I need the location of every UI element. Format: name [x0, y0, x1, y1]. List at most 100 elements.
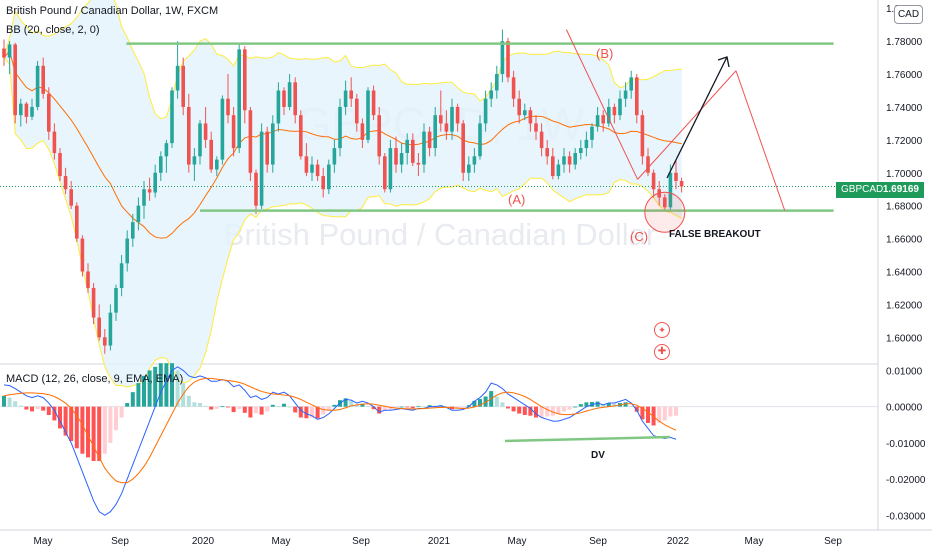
time-tick-label: Sep: [352, 536, 370, 547]
candle-body: [215, 159, 219, 170]
price-tick-label: 1.62000: [886, 300, 923, 311]
candle: [332, 139, 337, 173]
candle-body: [69, 189, 73, 206]
candle-body: [7, 44, 12, 58]
uk-flag-icon[interactable]: ✚: [654, 344, 670, 360]
candle: [539, 123, 544, 157]
candle: [271, 115, 275, 173]
candle-body: [444, 123, 449, 132]
price-tick-label: 1.76000: [886, 70, 923, 81]
watermark-name: British Pound / Canadian Dollar: [224, 217, 657, 252]
label-c: (C): [630, 229, 649, 244]
candle-body: [119, 263, 124, 288]
candle-body: [287, 82, 292, 107]
macd-histogram-bar: [52, 406, 57, 421]
candle: [231, 106, 236, 157]
dv-label: DV: [591, 450, 605, 461]
macd-line: [3, 366, 677, 516]
macd-histogram-bar: [545, 406, 550, 417]
macd-histogram-bar: [198, 403, 202, 407]
macd-indicator-label[interactable]: MACD (12, 26, close, 9, EMA, EMA): [6, 373, 184, 385]
candle: [287, 74, 292, 111]
macd-histogram-bar: [360, 403, 365, 407]
candle: [394, 136, 398, 173]
candle: [276, 82, 281, 132]
candle-body: [528, 110, 533, 124]
candle: [551, 148, 555, 180]
candle-body: [422, 131, 426, 165]
macd-histogram-bar: [13, 401, 18, 407]
candle-body: [461, 123, 465, 173]
candle-body: [366, 90, 370, 140]
macd-histogram-bar: [629, 405, 634, 407]
candle-body: [136, 205, 141, 223]
macd-histogram-bar: [35, 406, 40, 410]
candle: [282, 87, 286, 116]
candle-body: [265, 131, 269, 165]
candle-body: [103, 337, 107, 346]
macd-histogram-bar: [248, 406, 253, 418]
macd-histogram-bar: [427, 405, 432, 407]
macd-histogram-bar: [461, 406, 466, 408]
candle: [523, 103, 527, 121]
macd-histogram-bar: [265, 406, 270, 412]
macd-histogram-bar: [394, 406, 398, 409]
macd-histogram-bar: [326, 406, 331, 411]
candle-body: [170, 90, 174, 144]
candle: [321, 167, 325, 198]
candle-body: [679, 181, 684, 187]
macd-histogram-bar: [640, 406, 645, 420]
time-tick-label: 2022: [667, 536, 690, 547]
candle: [69, 181, 73, 209]
candle-body: [108, 312, 113, 346]
candle: [2, 39, 6, 66]
candle-body: [75, 205, 79, 239]
macd-histogram-bar: [259, 406, 264, 415]
price-tick-label: 1.66000: [886, 235, 923, 246]
canada-flag-icon[interactable]: ✦: [654, 322, 670, 338]
time-tick-label: May: [745, 536, 764, 547]
price-tick-label: 1.78000: [886, 37, 923, 48]
macd-histogram-bar: [321, 406, 326, 415]
currency-badge[interactable]: CAD: [894, 5, 923, 24]
candle: [19, 98, 23, 127]
price-tick-label: 1.64000: [886, 268, 923, 279]
candle-body: [646, 156, 650, 173]
candle: [198, 120, 202, 165]
macd-histogram-bar: [63, 406, 68, 436]
candle-body: [142, 189, 146, 206]
time-tick-label: Sep: [824, 536, 842, 547]
candle-body: [86, 271, 90, 288]
candle-body: [383, 156, 387, 190]
candle-body: [91, 287, 96, 318]
macd-histogram-bar: [226, 406, 230, 408]
candle-body: [612, 106, 617, 116]
candle-body: [399, 153, 404, 165]
bb-indicator-label[interactable]: BB (20, close, 2, 0): [6, 24, 100, 36]
candle: [439, 90, 443, 132]
candle-body: [635, 77, 639, 116]
macd-histogram-bar: [651, 406, 656, 426]
candle: [159, 151, 163, 181]
candle-body: [41, 65, 45, 94]
candle: [601, 110, 605, 132]
macd-histogram-bar: [595, 401, 600, 407]
macd-histogram-bar: [220, 406, 225, 408]
candle-body: [164, 143, 169, 157]
candle: [377, 106, 381, 165]
price-tag: GBPCAD 1.69169: [836, 182, 924, 198]
candle: [450, 98, 454, 140]
candle-body: [371, 90, 376, 116]
candle-body: [411, 139, 415, 163]
macd-histogram-bar: [433, 405, 438, 407]
candle: [338, 98, 342, 157]
signal-line: [3, 377, 677, 484]
candle: [119, 255, 124, 297]
candle: [422, 123, 426, 173]
candle: [343, 80, 348, 116]
candle: [41, 57, 45, 99]
candle-body: [52, 131, 57, 154]
candle-body: [237, 49, 241, 149]
candle-body: [551, 156, 555, 177]
candle: [259, 123, 264, 209]
